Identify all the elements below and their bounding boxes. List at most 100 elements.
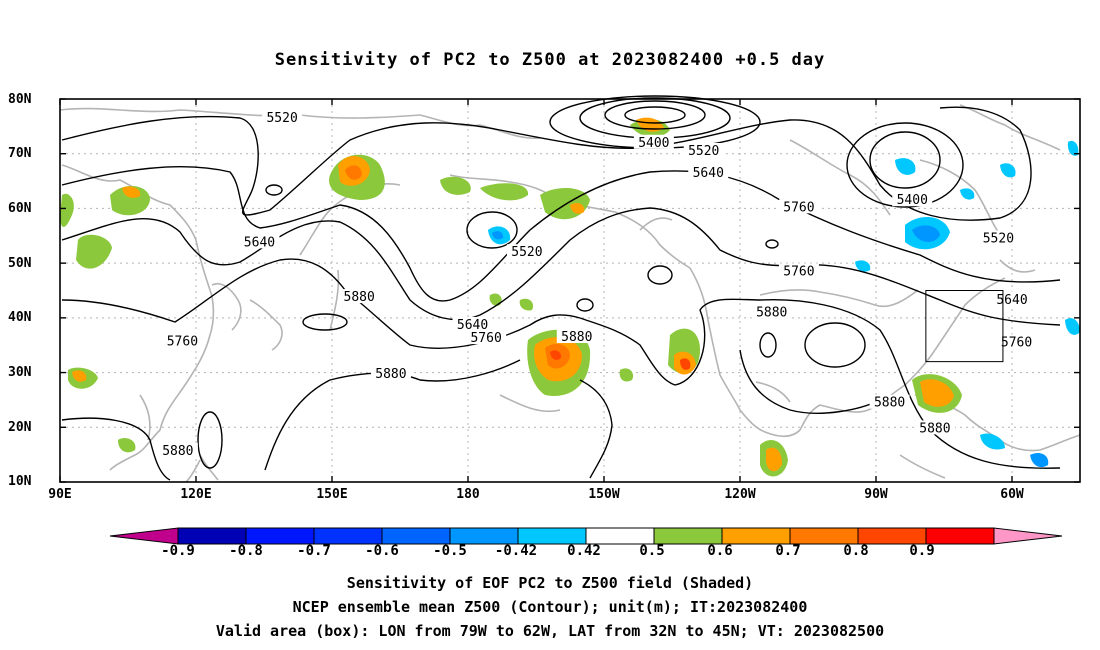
shade-positive bbox=[60, 193, 74, 228]
colorbar-swatch bbox=[857, 527, 927, 545]
colorbar-label: -0.9 bbox=[161, 543, 195, 559]
colorbar-label: 0.6 bbox=[707, 543, 733, 559]
colorbar-swatch bbox=[517, 527, 587, 545]
contour-small-1 bbox=[265, 184, 283, 196]
colorbar-label: -0.7 bbox=[297, 543, 331, 559]
contour-label-bg bbox=[978, 230, 1019, 245]
contour-label-bg bbox=[892, 192, 933, 207]
axis-ticks bbox=[59, 98, 1080, 483]
lon-tick-label: 150E bbox=[316, 487, 348, 502]
shade-positive bbox=[540, 188, 590, 220]
contour-label: 5880 bbox=[874, 396, 905, 411]
contour-label: 5640 bbox=[244, 235, 275, 250]
colorbar-label: 0.7 bbox=[775, 543, 801, 559]
colorbar-arrow-low bbox=[109, 527, 179, 545]
shade-strong-positive bbox=[122, 186, 141, 198]
colorbar-swatch bbox=[245, 527, 315, 545]
lon-tick-label: 150W bbox=[588, 487, 620, 502]
colorbar-swatch bbox=[585, 527, 655, 545]
contour-label: 5880 bbox=[756, 305, 787, 320]
contour-label: 5880 bbox=[375, 367, 406, 382]
lat-tick-label: 60N bbox=[8, 201, 32, 216]
colorbar-label: 0.9 bbox=[909, 543, 935, 559]
shade-positive bbox=[519, 298, 534, 311]
shade-positive bbox=[480, 183, 529, 201]
contour-label-bg bbox=[683, 142, 724, 157]
contour-label: 5640 bbox=[457, 318, 488, 333]
contour-label: 5400 bbox=[897, 193, 928, 208]
contour-label: 5880 bbox=[561, 330, 592, 345]
contour-low-canada-2 bbox=[846, 122, 964, 208]
contour-label: 5880 bbox=[344, 290, 375, 305]
contour-label-bg bbox=[262, 110, 303, 125]
lat-tick-label: 70N bbox=[8, 146, 32, 161]
map-title: Sensitivity of PC2 to Z500 at 2023082400… bbox=[274, 50, 826, 70]
contour-5880-south bbox=[61, 417, 171, 481]
contour-label-bg bbox=[466, 330, 507, 345]
contour-high-4 bbox=[576, 298, 594, 312]
shade-positive bbox=[76, 234, 112, 269]
contour-label: 5520 bbox=[688, 144, 719, 159]
contour-high-3 bbox=[759, 332, 777, 358]
contour-label: 5520 bbox=[266, 111, 297, 126]
caption-valid-area: Valid area (box): LON from 79W to 62W, L… bbox=[215, 622, 885, 640]
lat-tick-label: 40N bbox=[8, 310, 32, 325]
contour-label-bg bbox=[869, 394, 910, 409]
contour-5520 bbox=[61, 115, 641, 216]
contour-label-bg bbox=[778, 199, 819, 214]
lat-tick-label: 30N bbox=[8, 365, 32, 380]
lat-tick-label: 50N bbox=[8, 256, 32, 271]
colorbar-label: -0.42 bbox=[494, 543, 538, 559]
shade-negative bbox=[1065, 318, 1080, 335]
contour-label-bg bbox=[162, 333, 203, 348]
shade-positive bbox=[118, 438, 136, 453]
sensitivity-shading bbox=[60, 117, 1080, 477]
contour-label-bg bbox=[688, 164, 729, 179]
contour-label-bg bbox=[157, 442, 198, 457]
contour-low-pacific bbox=[466, 211, 518, 249]
contour-label-bg bbox=[506, 244, 547, 259]
shade-positive bbox=[619, 368, 634, 382]
contour-5880-d bbox=[739, 349, 881, 414]
shade-positive bbox=[489, 293, 502, 306]
caption-shading: Sensitivity of EOF PC2 to Z500 field (Sh… bbox=[346, 574, 754, 592]
colorbar-swatch bbox=[653, 527, 723, 545]
colorbar-label: -0.5 bbox=[433, 543, 467, 559]
contour-low-arctic-1 bbox=[624, 106, 686, 124]
shade-strong-positive bbox=[345, 165, 362, 180]
contour-5880 bbox=[61, 258, 1061, 469]
contour-label-bg bbox=[778, 263, 819, 278]
caption-contour: NCEP ensemble mean Z500 (Contour); unit(… bbox=[292, 598, 808, 616]
contour-label-bg bbox=[633, 134, 674, 149]
lon-tick-label: 90E bbox=[48, 487, 72, 502]
contour-label: 5760 bbox=[783, 200, 814, 215]
map-frame bbox=[59, 98, 1081, 483]
contour-high-5 bbox=[197, 411, 223, 469]
contour-label: 5400 bbox=[638, 136, 669, 151]
shade-strong-positive bbox=[550, 350, 562, 360]
lon-tick-label: 120E bbox=[180, 487, 212, 502]
shade-negative bbox=[960, 188, 975, 200]
shade-strong-positive bbox=[920, 379, 954, 407]
lon-tick-label: 90W bbox=[864, 487, 888, 502]
contour-5760 bbox=[61, 207, 1061, 326]
contour-label-bg bbox=[996, 334, 1037, 349]
contour-label: 5760 bbox=[783, 264, 814, 279]
contour-high-2 bbox=[804, 322, 866, 368]
shade-positive bbox=[440, 176, 471, 195]
lon-tick-label: 180 bbox=[456, 487, 480, 502]
contour-label: 5640 bbox=[693, 166, 724, 181]
contour-label: 5640 bbox=[996, 293, 1027, 308]
contour-label-bg bbox=[239, 234, 280, 249]
shade-strong-positive bbox=[766, 447, 782, 472]
contour-small-3 bbox=[765, 239, 779, 249]
lat-tick-label: 80N bbox=[8, 92, 32, 107]
shade-negative bbox=[912, 225, 940, 242]
contour-5880-c bbox=[579, 379, 613, 479]
contour-low-arctic-2 bbox=[604, 100, 706, 130]
colorbar-label: -0.8 bbox=[229, 543, 263, 559]
contour-high-1 bbox=[302, 313, 348, 331]
colorbar-label: 0.42 bbox=[567, 543, 601, 559]
contour-5640 bbox=[61, 166, 1061, 302]
